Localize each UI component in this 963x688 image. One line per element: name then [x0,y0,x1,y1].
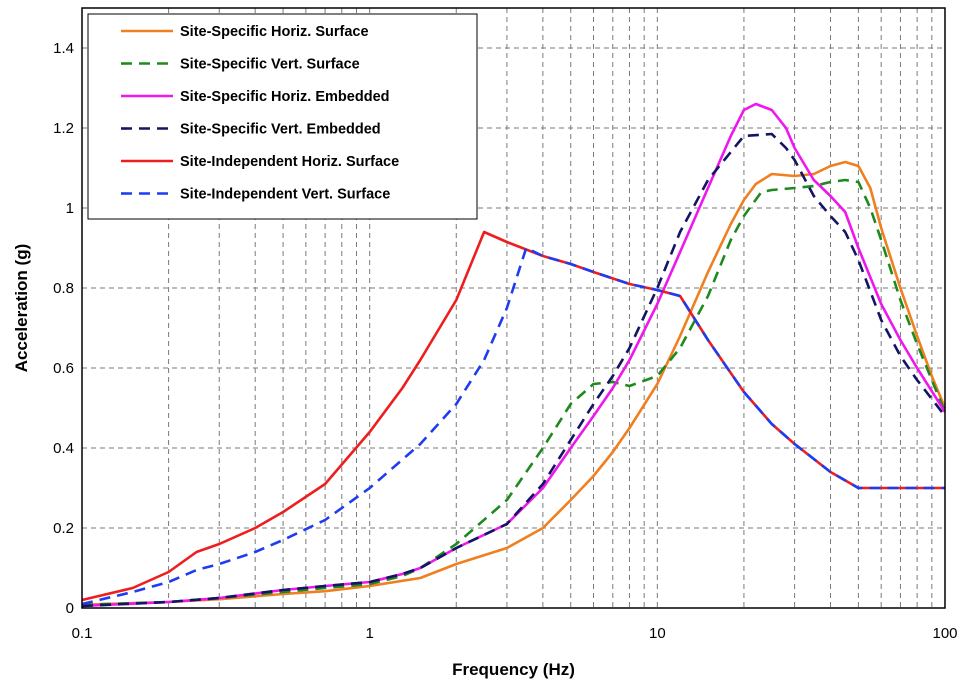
x-axis-title: Frequency (Hz) [452,660,575,679]
tick-labels: 0.1 1 10 100 0 0.2 0.4 0.6 0.8 1 1.2 1.4 [53,40,957,642]
y-tick-label: 0.4 [53,440,74,457]
y-tick-label: 1.4 [53,40,74,57]
legend-box [87,13,478,220]
legend: Site-Specific Horiz. Surface Site-Specifi… [87,13,478,220]
legend-label: Site-Independent Vert. Surface [180,187,390,203]
x-tick-label: 100 [932,625,957,642]
y-tick-label: 1.2 [53,120,74,137]
y-tick-label: 1 [66,200,74,217]
y-axis-title: Acceleration (g) [12,244,31,372]
legend-label: Site-Independent Horiz. Surface [180,154,399,170]
x-tick-label: 0.1 [72,625,93,642]
legend-label: Site-Specific Horiz. Embedded [180,89,390,105]
legend-label: Site-Specific Horiz. Surface [180,24,369,40]
x-tick-label: 10 [649,625,666,642]
series-line [81,178,947,607]
legend-label: Site-Specific Vert. Surface [180,57,360,73]
y-tick-label: 0.8 [53,280,74,297]
series-line [81,246,945,606]
plot-frame [81,7,946,609]
y-tick-label: 0.6 [53,360,74,377]
legend-label: Site-Specific Vert. Embedded [180,122,381,138]
series-line [81,132,947,608]
series-line [81,160,947,607]
series-lines [81,102,947,608]
y-tick-label: 0.2 [53,520,74,537]
y-tick-label: 0 [66,600,74,617]
x-tick-label: 1 [365,625,373,642]
